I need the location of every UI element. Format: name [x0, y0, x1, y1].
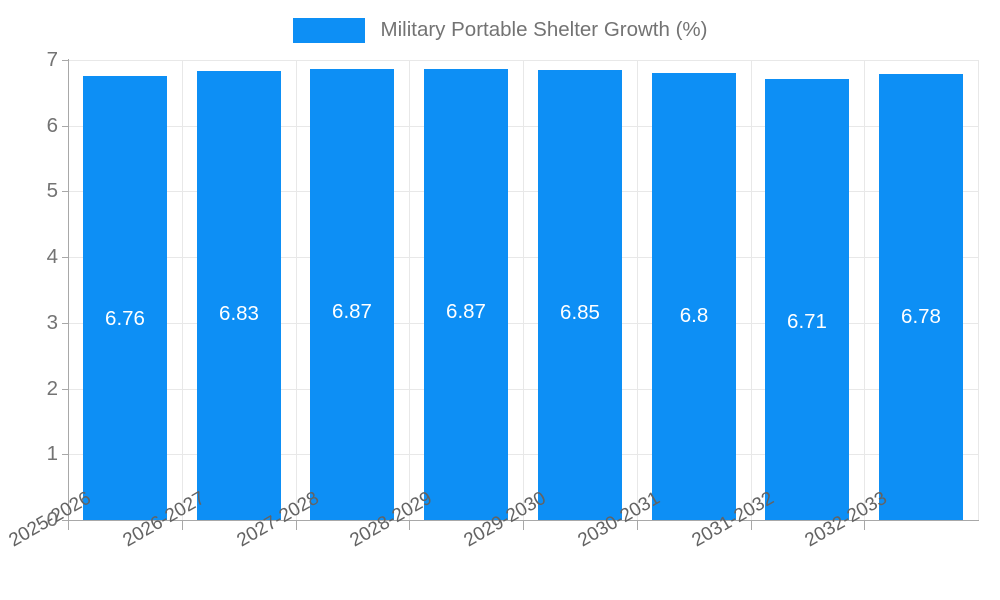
y-axis-tick-mark: [62, 125, 69, 127]
y-axis-tick-mark: [62, 60, 69, 61]
x-axis-tick-mark: [182, 521, 183, 530]
x-axis-tick-mark: [409, 521, 410, 530]
bar[interactable]: 6.78: [879, 74, 963, 520]
bar[interactable]: 6.87: [310, 68, 394, 520]
bar[interactable]: 6.76: [83, 75, 167, 520]
bar[interactable]: 6.85: [538, 69, 622, 520]
x-axis-tick-mark: [296, 521, 297, 530]
bar-value-label: 6.71: [787, 310, 827, 334]
x-axis-tick-mark: [864, 521, 865, 530]
y-axis-tick-mark: [62, 454, 69, 456]
x-axis-line: [68, 520, 979, 521]
y-axis-tick-label: 6: [46, 113, 58, 137]
bar-value-label: 6.8: [679, 304, 709, 328]
plot-area: 6.76 6.83 6.87 6.87 6.85 6.8 6.71 6.78: [68, 60, 978, 520]
bar[interactable]: 6.87: [424, 68, 508, 520]
x-axis-tick-mark: [523, 521, 524, 530]
bar[interactable]: 6.8: [652, 73, 736, 520]
y-axis-tick-mark: [62, 191, 69, 193]
gridline-vertical: [296, 60, 297, 520]
y-axis-tick-label: 2: [46, 376, 58, 400]
bar-value-label: 6.83: [219, 302, 259, 326]
bar-value-label: 6.78: [901, 305, 941, 329]
legend-label-military-portable-shelter-growth: Military Portable Shelter Growth (%): [380, 17, 708, 41]
y-axis-tick-label: 4: [46, 244, 58, 268]
y-axis-tick-mark: [62, 257, 69, 259]
y-axis-tick-label: 7: [46, 47, 58, 71]
gridline-vertical: [637, 60, 638, 520]
gridline-vertical: [182, 60, 183, 520]
gridline-vertical: [864, 60, 865, 520]
gridline-vertical: [751, 60, 752, 520]
bar-value-label: 6.85: [560, 300, 600, 324]
gridline-vertical: [409, 60, 410, 520]
y-axis-tick-mark: [62, 388, 69, 390]
x-axis-tick-mark: [751, 521, 752, 530]
legend-swatch-military-portable-shelter-growth[interactable]: [292, 17, 365, 43]
y-axis-tick-mark: [62, 322, 69, 324]
plot-area-right-border: [978, 60, 979, 520]
y-axis-tick-label: 5: [46, 179, 58, 203]
bar[interactable]: 6.71: [765, 79, 849, 520]
y-axis-tick-label: 3: [46, 310, 58, 334]
bar[interactable]: 6.83: [197, 71, 281, 520]
y-axis-tick-mark: [62, 520, 69, 521]
bar-value-label: 6.76: [105, 306, 145, 330]
gridline-vertical: [523, 60, 524, 520]
bar-value-label: 6.87: [332, 299, 372, 323]
x-axis-tick-mark: [637, 521, 638, 530]
y-axis-tick-label: 1: [46, 442, 58, 466]
y-axis-line: [68, 59, 69, 521]
chart-legend: Military Portable Shelter Growth (%): [0, 12, 1000, 48]
y-axis-tick-label: 0: [46, 507, 58, 531]
x-axis-tick-mark: [68, 521, 69, 530]
bar-value-label: 6.87: [446, 299, 486, 323]
y-axis-tick-labels: 0 1 2 3 4 5 6 7: [6, 0, 58, 600]
